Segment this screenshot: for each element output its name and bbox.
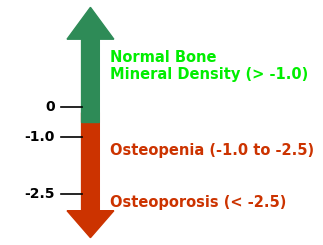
Polygon shape bbox=[67, 7, 114, 122]
Text: Osteopenia (-1.0 to -2.5): Osteopenia (-1.0 to -2.5) bbox=[110, 143, 314, 158]
Text: -2.5: -2.5 bbox=[25, 186, 55, 201]
Text: Osteoporosis (< -2.5): Osteoporosis (< -2.5) bbox=[110, 195, 286, 210]
Text: -1.0: -1.0 bbox=[25, 130, 55, 144]
Text: 0: 0 bbox=[45, 99, 55, 114]
Text: Normal Bone
Mineral Density (> -1.0): Normal Bone Mineral Density (> -1.0) bbox=[110, 50, 308, 82]
Polygon shape bbox=[67, 113, 114, 238]
